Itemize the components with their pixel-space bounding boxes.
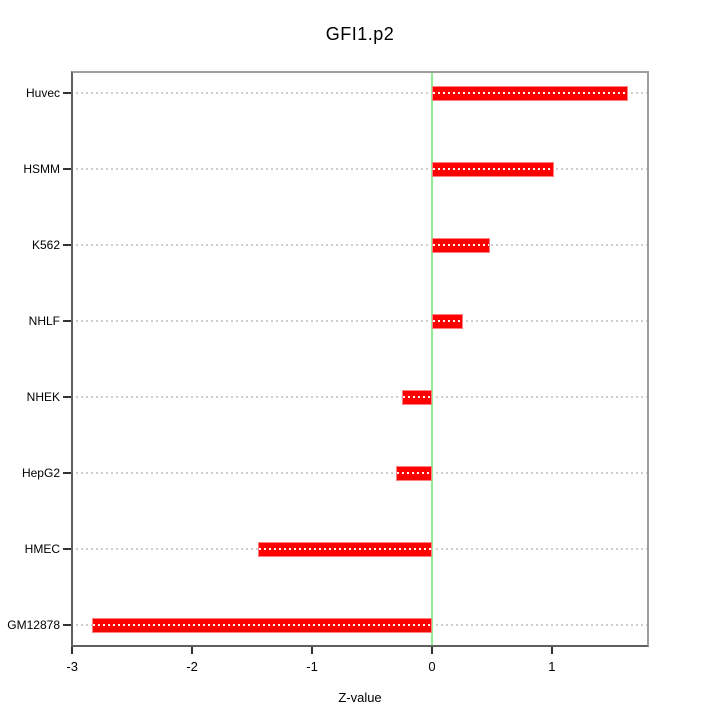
y-tick (63, 396, 71, 398)
plot-area (71, 71, 649, 647)
x-tick-label: -3 (66, 659, 78, 674)
zero-reference-line (430, 71, 433, 647)
bar-hsmm (432, 162, 553, 176)
bar-huvec (432, 86, 628, 100)
gridline (71, 396, 649, 398)
y-tick (63, 92, 71, 94)
y-tick (63, 548, 71, 550)
y-tick (63, 320, 71, 322)
bar-nhlf (432, 314, 462, 328)
bar-centerline (403, 395, 431, 398)
chart-title: GFI1.p2 (325, 24, 395, 44)
bar-centerline (397, 471, 431, 474)
bar-centerline (432, 167, 553, 170)
bar-hepg2 (397, 466, 431, 480)
gridline (71, 472, 649, 474)
bar-centerline (432, 243, 490, 246)
bar-centerline (432, 91, 628, 94)
gridline (71, 92, 649, 94)
x-tick-label: -1 (306, 659, 318, 674)
y-tick-label-k562: K562 (31, 238, 60, 252)
y-tick (63, 472, 71, 474)
bar-centerline (432, 319, 462, 322)
x-tick (71, 647, 74, 654)
x-tick (430, 647, 433, 654)
bar-centerline (92, 623, 431, 626)
x-tick (311, 647, 314, 654)
gridline (71, 320, 649, 322)
bar-k562 (432, 238, 490, 252)
y-tick-label-nhek: NHEK (26, 390, 60, 404)
y-tick (63, 624, 71, 626)
y-tick (63, 168, 71, 170)
x-axis-label: Z-value (338, 690, 382, 705)
y-tick (63, 244, 71, 246)
x-tick (191, 647, 194, 654)
y-tick-label-hsmm: HSMM (23, 162, 60, 176)
x-tick (550, 647, 553, 654)
y-tick-label-hepg2: HepG2 (21, 466, 60, 480)
y-tick-label-hmec: HMEC (24, 542, 60, 556)
y-tick-label-huvec: Huvec (25, 86, 60, 100)
bar-centerline (259, 547, 431, 550)
y-tick-label-nhlf: NHLF (28, 314, 60, 328)
gridline (71, 168, 649, 170)
y-tick-label-gm12878: GM12878 (7, 618, 60, 632)
x-tick-label: -2 (186, 659, 198, 674)
bar-gm12878 (92, 618, 431, 632)
bar-hmec (259, 542, 431, 556)
bar-nhek (403, 390, 431, 404)
gridline (71, 244, 649, 246)
x-tick-label: 0 (428, 659, 436, 674)
x-tick-label: 1 (548, 659, 556, 674)
